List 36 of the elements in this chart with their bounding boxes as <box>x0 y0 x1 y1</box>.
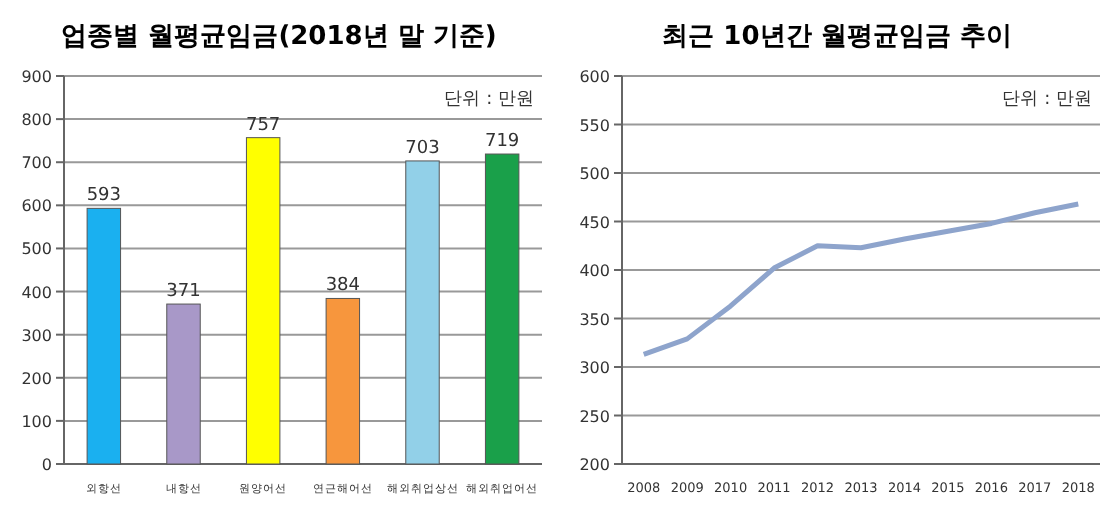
y-tick-label: 450 <box>579 213 610 232</box>
y-tick-label: 250 <box>579 407 610 426</box>
chart-title: 업종별 월평균임금(2018년 말 기준) <box>61 22 497 52</box>
y-tick-label: 400 <box>21 283 52 302</box>
y-tick-label: 600 <box>579 68 610 86</box>
y-tick-label: 600 <box>21 197 52 216</box>
bar <box>245 137 281 465</box>
data-label: 703 <box>405 138 440 159</box>
line-series <box>641 201 1081 357</box>
annotation: 단위 : 만원 <box>444 90 534 110</box>
y-tick-label: 300 <box>21 326 52 345</box>
y-tick-label: 200 <box>579 456 610 474</box>
y-tick-label: 700 <box>21 154 52 173</box>
y-tick-label: 0 <box>41 456 52 474</box>
y-tick-label: 200 <box>21 369 52 388</box>
y-tick-label: 350 <box>579 310 610 329</box>
y-tick-label: 900 <box>21 68 52 86</box>
bar <box>166 303 201 465</box>
y-tick-label: 100 <box>21 412 52 431</box>
chart-title: 최근 10년간 월평균임금 추이 <box>662 22 1012 52</box>
bar <box>405 160 440 465</box>
y-tick-label: 400 <box>579 262 610 280</box>
data-label: 593 <box>86 186 122 207</box>
y-tick-label: 500 <box>579 165 610 183</box>
y-tick-label: 800 <box>21 111 52 130</box>
annotation: 단위 : 만원 <box>1002 90 1092 110</box>
y-tick-label: 550 <box>579 116 610 135</box>
data-label: 719 <box>484 132 520 153</box>
data-label: 757 <box>245 115 281 136</box>
bar <box>325 297 361 465</box>
y-tick-label: 500 <box>21 240 52 259</box>
y-tick-label: 300 <box>579 359 610 377</box>
data-label: 371 <box>166 282 201 303</box>
data-label: 384 <box>325 276 361 297</box>
bar <box>484 153 520 465</box>
bar <box>86 207 122 465</box>
